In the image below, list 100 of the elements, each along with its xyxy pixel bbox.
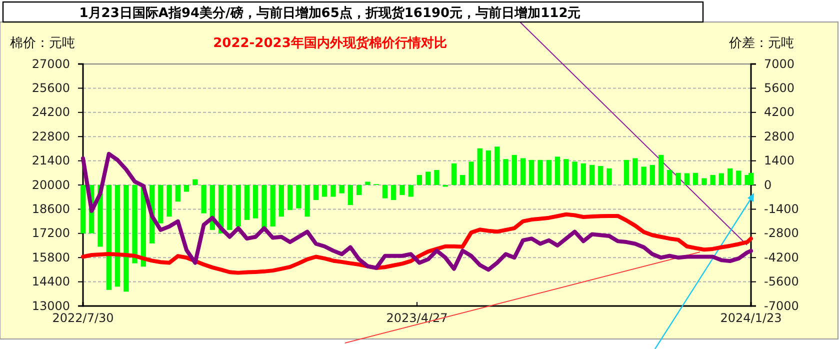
y-tick-label: 18600 <box>32 202 70 216</box>
bar <box>538 160 543 185</box>
bar <box>702 178 707 185</box>
bar <box>460 174 466 185</box>
bar <box>244 185 250 220</box>
bar <box>304 185 310 217</box>
bar <box>748 172 754 185</box>
bar <box>641 166 646 185</box>
bar <box>632 158 638 185</box>
bar <box>114 185 120 287</box>
y-tick-label: 14400 <box>32 274 70 289</box>
bar <box>192 179 198 185</box>
y2-tick-label: -5600 <box>764 274 799 289</box>
bar <box>132 185 138 264</box>
bar <box>503 159 508 185</box>
bar <box>236 185 241 226</box>
y2-tick-label: 4200 <box>764 105 795 120</box>
bar <box>201 185 206 214</box>
bar <box>520 158 526 185</box>
y2-tick-label: -1400 <box>764 202 799 216</box>
bar <box>606 168 612 185</box>
bar <box>512 154 517 185</box>
line-series <box>81 212 753 275</box>
y-axis-title: 棉价：元吨 <box>10 36 75 51</box>
bar <box>692 172 698 185</box>
bar <box>451 163 457 185</box>
bar <box>727 168 733 185</box>
bar <box>580 163 586 185</box>
bar <box>477 148 482 185</box>
bar <box>313 185 319 200</box>
bar <box>365 182 370 185</box>
bar <box>184 185 190 192</box>
bar <box>676 172 681 185</box>
y2-tick-label: 7000 <box>764 56 795 71</box>
bar <box>658 154 664 185</box>
bar <box>624 160 630 185</box>
bar <box>124 185 129 292</box>
bar <box>287 185 293 210</box>
bar <box>158 185 164 224</box>
bar <box>166 185 172 217</box>
y2-tick-label: -7000 <box>764 298 799 313</box>
y-tick-label: 25600 <box>32 81 70 96</box>
bar <box>80 185 86 234</box>
bar <box>348 185 354 206</box>
bar <box>252 185 258 218</box>
y2-tick-label: 2800 <box>764 129 795 144</box>
bar <box>546 160 552 185</box>
bar <box>106 185 112 290</box>
y-tick-label: 17200 <box>32 226 70 240</box>
bar <box>572 162 578 185</box>
bar <box>339 185 344 194</box>
bar <box>650 164 655 185</box>
bar <box>330 185 336 197</box>
bar <box>494 146 500 185</box>
y2-tick-label: -4200 <box>764 250 799 264</box>
y-tick-label: 13000 <box>32 298 70 313</box>
y2-tick-label: 1400 <box>764 154 795 168</box>
bar <box>391 185 396 200</box>
y-tick-label: 24200 <box>32 105 70 120</box>
bar <box>278 185 284 217</box>
bar <box>262 185 267 230</box>
y2-tick-label: 5600 <box>764 81 795 96</box>
chart-title: 2022-2023年国内外现货棉价行情对比 <box>213 35 447 51</box>
x-tick-label: 2024/1/23 <box>720 311 782 326</box>
bar <box>322 185 328 197</box>
bar <box>718 173 724 185</box>
y-tick-label: 21400 <box>32 154 70 168</box>
bar <box>416 174 422 185</box>
text: 1月23日国际A指94美分/磅，与前日增加65点，折现货16190元，与前日增加112元 <box>79 5 581 21</box>
bar <box>564 159 569 185</box>
x-tick-label: 2023/4/27 <box>386 311 448 326</box>
bar <box>400 185 405 196</box>
bar <box>554 156 560 185</box>
y-tick-label: 20000 <box>32 178 70 192</box>
bar <box>175 185 180 202</box>
bar <box>486 150 492 185</box>
line-series <box>81 152 753 272</box>
y-tick-label: 22800 <box>32 129 70 144</box>
bar <box>382 185 388 198</box>
x-tick-label: 2022/7/30 <box>52 311 114 326</box>
bar <box>270 185 276 226</box>
bar <box>227 185 232 230</box>
y2-tick-label: -2800 <box>764 226 799 240</box>
bar <box>589 164 595 185</box>
bar <box>736 170 742 185</box>
bar <box>710 174 716 185</box>
bar <box>434 170 440 185</box>
bar <box>408 185 414 197</box>
y-tick-label: 15800 <box>32 250 70 264</box>
bar <box>296 185 302 208</box>
bar <box>667 170 672 185</box>
y-tick-label: 27000 <box>32 56 70 71</box>
bar <box>468 162 474 185</box>
bar <box>684 173 690 185</box>
y2-tick-label: 0 <box>764 178 772 192</box>
bar <box>426 172 431 185</box>
y2-axis-title: 价差：元吨 <box>728 36 794 51</box>
bar <box>598 166 604 185</box>
bar <box>356 185 362 196</box>
bar <box>529 160 534 185</box>
